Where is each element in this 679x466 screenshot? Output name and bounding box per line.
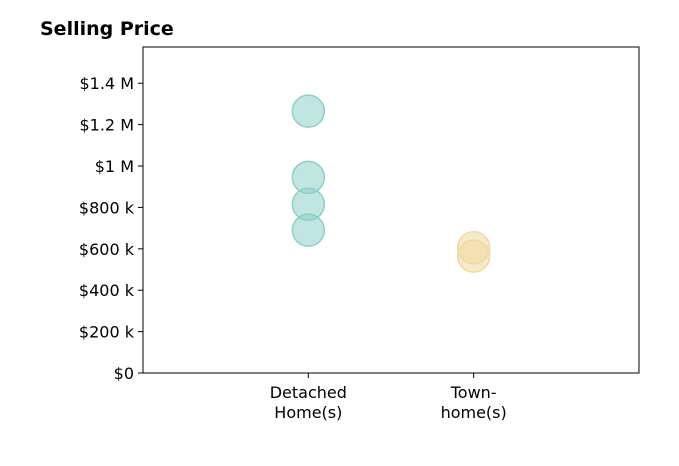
y-tick-label: $200 k — [79, 323, 135, 342]
y-tick-label: $1.2 M — [79, 116, 134, 135]
y-tick-label: $1.4 M — [79, 74, 134, 93]
x-tick-label: Home(s) — [274, 403, 342, 422]
chart-title: Selling Price — [40, 18, 174, 40]
x-tick-label: Town- — [450, 383, 497, 402]
y-tick-label: $0 — [114, 364, 134, 383]
x-tick-label: Detached — [270, 383, 347, 402]
data-point — [456, 239, 491, 273]
x-tick-label: home(s) — [441, 403, 507, 422]
y-tick-label: $1 M — [95, 157, 134, 176]
chart-marks — [291, 94, 491, 273]
y-tick-label: $800 k — [79, 198, 135, 217]
data-point — [291, 213, 326, 247]
y-axis: $0 $200 k $400 k $600 k $800 k $1 M $1.2 M $1.4… — [79, 74, 143, 383]
y-tick-label: $400 k — [79, 281, 135, 300]
data-point — [291, 94, 326, 128]
plot-frame — [142, 46, 640, 374]
y-tick-label: $600 k — [79, 240, 135, 259]
